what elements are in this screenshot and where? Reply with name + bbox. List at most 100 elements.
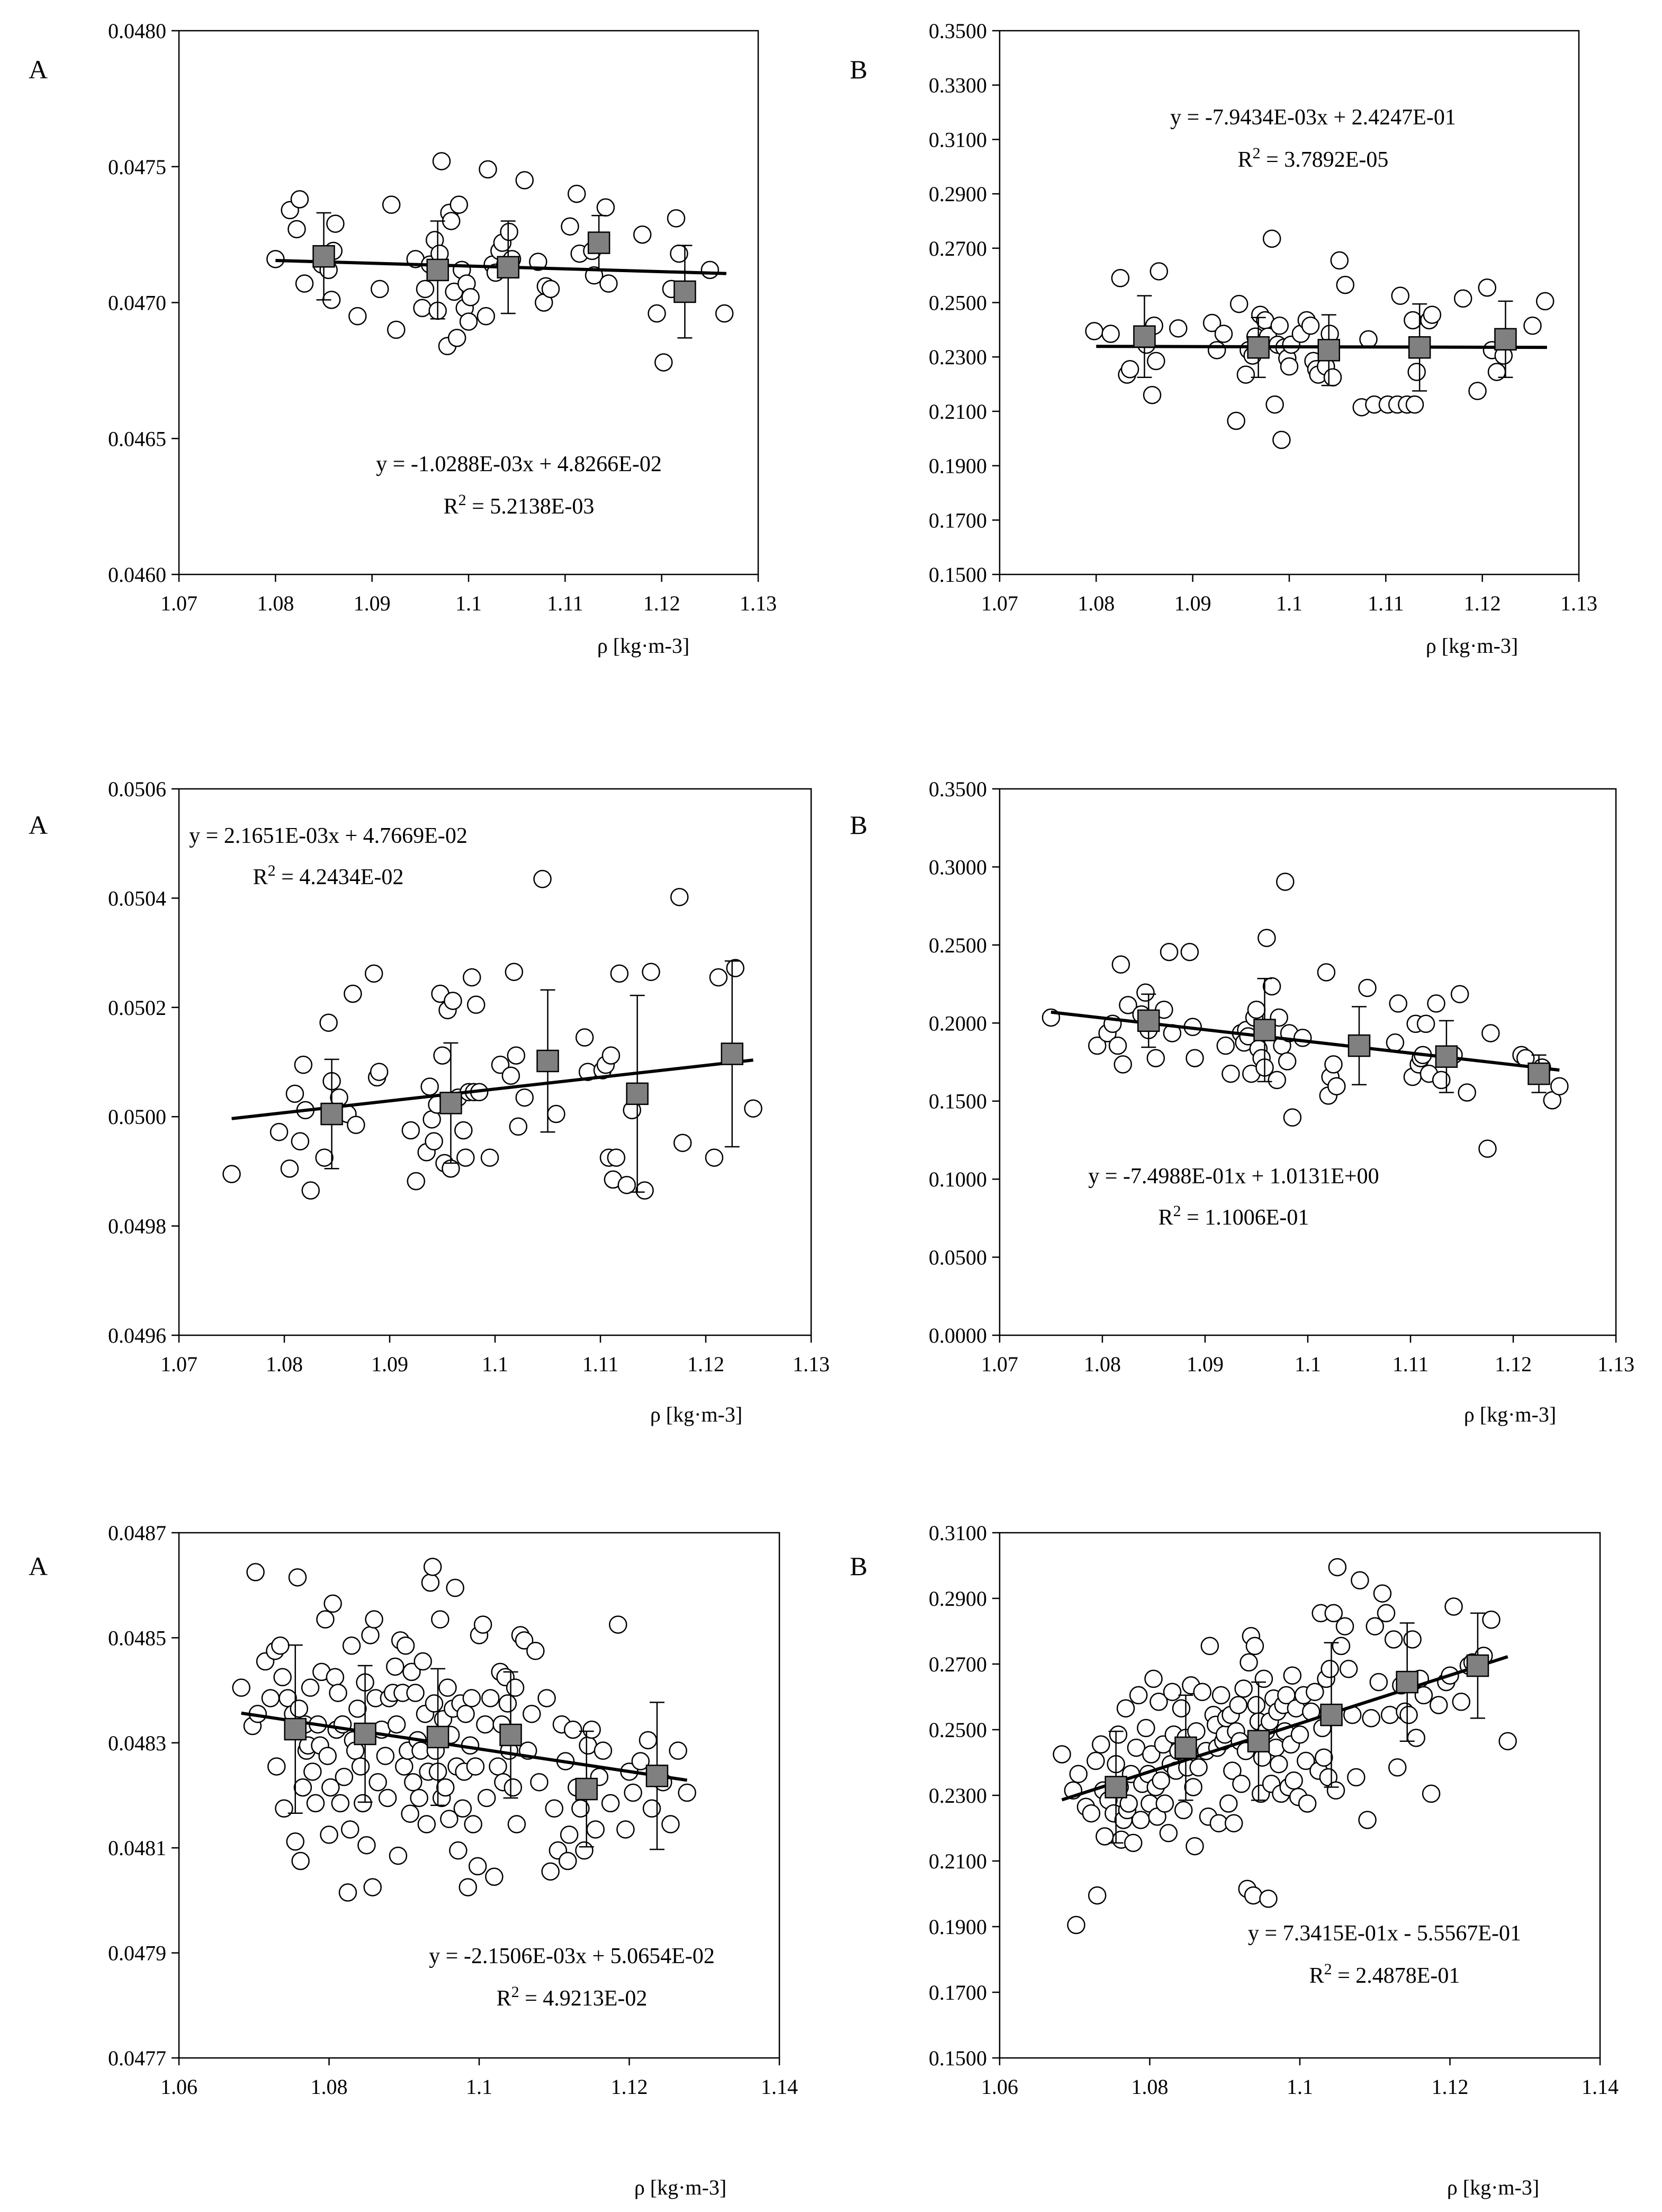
scatter-point	[432, 152, 451, 170]
y-tick-label: 0.0470	[108, 291, 166, 315]
scatter-point	[648, 304, 666, 323]
scatter-point	[320, 1826, 338, 1844]
x-axis-label: ρ [kg·m-3]	[650, 1402, 742, 1426]
y-tick-label: 0.0477	[108, 2046, 166, 2070]
scatter-point	[473, 1615, 492, 1634]
scatter-point	[529, 253, 547, 271]
scatter-point	[559, 1851, 577, 1871]
scatter-point	[1458, 1083, 1476, 1102]
y-tick-label: 0.2300	[929, 1784, 987, 1808]
scatter-point	[1119, 1794, 1138, 1813]
scatter-point	[560, 1826, 579, 1844]
scatter-point	[376, 1747, 395, 1765]
scatter-point	[1320, 1660, 1339, 1678]
y-tick-label: 0.0498	[108, 1215, 166, 1238]
scatter-point	[431, 1610, 450, 1629]
scatter-point	[1169, 319, 1188, 338]
y-tick-label: 0.0487	[108, 1521, 166, 1545]
y-tick-label: 0.2700	[929, 237, 987, 260]
regression-equation: y = -7.4988E-01x + 1.0131E+00	[1088, 1164, 1379, 1189]
scatter-point	[1399, 1705, 1418, 1724]
scatter-point	[290, 190, 309, 209]
scatter-point	[357, 1836, 376, 1855]
scatter-point	[1163, 1683, 1182, 1701]
scatter-point	[1336, 275, 1355, 294]
scatter-point	[1270, 1755, 1288, 1774]
scatter-point	[222, 1165, 241, 1183]
x-tick-label: 1.12	[1432, 2075, 1469, 2099]
scatter-point	[596, 198, 615, 217]
x-tick-label: 1.13	[1597, 1352, 1634, 1376]
y-tick-label: 0.2100	[929, 400, 987, 424]
scatter-point	[1211, 1686, 1230, 1705]
scatter-point	[700, 260, 720, 280]
scatter-point	[464, 1815, 482, 1833]
scatter-point	[504, 1778, 523, 1797]
scatter-point	[1369, 1673, 1388, 1692]
y-tick-label: 0.2900	[929, 1587, 987, 1611]
x-tick-label: 1.1	[1295, 1352, 1321, 1376]
y-tick-label: 0.2500	[929, 933, 987, 957]
scatter-point	[1184, 1778, 1202, 1796]
scatter-point	[1389, 994, 1407, 1013]
scatter-point	[1327, 1077, 1346, 1095]
scatter-point	[1136, 983, 1155, 1002]
bin-mean-marker	[587, 231, 610, 254]
y-tick-label: 0.0481	[108, 1836, 166, 1860]
scatter-point	[1144, 1669, 1163, 1688]
scatter-point	[1373, 1584, 1392, 1603]
scatter-point	[1422, 1784, 1441, 1803]
scatter-point	[533, 870, 552, 888]
scatter-point	[479, 160, 497, 179]
y-tick-label: 0.2000	[929, 1011, 987, 1035]
scatter-point	[1223, 1761, 1242, 1780]
scatter-point	[454, 1121, 473, 1140]
x-tick-label: 1.12	[643, 591, 680, 615]
x-tick-label: 1.06	[160, 2075, 197, 2099]
y-tick-label: 0.0506	[108, 777, 166, 801]
scatter-point	[326, 214, 345, 233]
scatter-point	[1298, 1794, 1317, 1813]
scatter-point	[1108, 1036, 1127, 1055]
scatter-point	[466, 1757, 485, 1776]
scatter-point	[294, 1055, 313, 1074]
scatter-point	[1365, 1617, 1384, 1635]
x-tick-label: 1.11	[1368, 591, 1404, 615]
scatter-point	[385, 1657, 405, 1676]
regression-equation: y = 2.1651E-03x + 4.7669E-02	[189, 824, 468, 848]
x-tick-label: 1.11	[1393, 1352, 1429, 1376]
scatter-point	[273, 1668, 292, 1687]
y-tick-label: 0.1900	[929, 454, 987, 478]
y-tick-label: 0.0500	[108, 1105, 166, 1129]
x-tick-label: 1.08	[1077, 591, 1115, 615]
scatter-point	[267, 1757, 286, 1776]
scatter-point	[338, 1883, 357, 1902]
scatter-point	[507, 1046, 526, 1065]
scatter-point	[670, 888, 689, 906]
scatter-point	[461, 287, 480, 307]
x-tick-label: 1.08	[1131, 2075, 1169, 2099]
scatter-point	[1200, 1636, 1219, 1656]
scatter-point	[423, 1558, 442, 1576]
scatter-point	[506, 1678, 525, 1697]
scatter-point	[459, 1878, 477, 1896]
scatter-point	[348, 1700, 367, 1718]
scatter-point	[318, 1747, 337, 1765]
x-tick-label: 1.09	[354, 591, 391, 615]
bin-mean-marker	[1435, 1045, 1458, 1068]
scatter-point	[1120, 360, 1139, 379]
scatter-point	[1407, 363, 1426, 381]
scatter-point	[315, 1148, 334, 1167]
scatter-point	[291, 1851, 310, 1871]
scatter-point	[1119, 996, 1137, 1014]
bin-mean-marker	[1133, 325, 1156, 348]
bin-mean-marker	[1253, 1019, 1276, 1041]
scatter-point	[363, 1878, 382, 1896]
scatter-point	[1247, 1000, 1266, 1019]
scatter-point	[1481, 1024, 1500, 1042]
scatter-point	[1414, 1686, 1433, 1705]
scatter-point	[453, 1799, 472, 1818]
scatter-point	[1069, 1765, 1088, 1783]
scatter-point	[1453, 289, 1472, 308]
scatter-point	[1127, 1738, 1146, 1757]
